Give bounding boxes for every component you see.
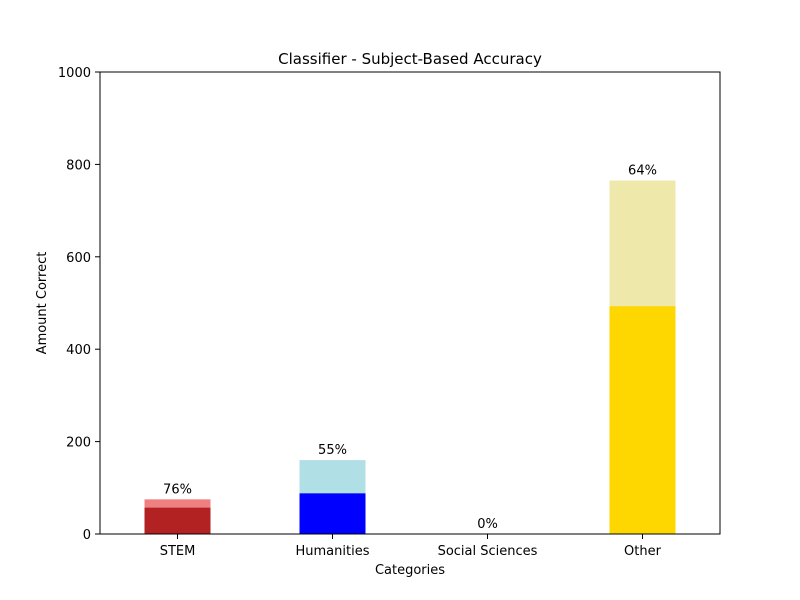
x-axis: STEM Humanities Social Sciences Other [160, 534, 662, 559]
x-tick-label: Social Sciences [438, 544, 538, 559]
data-label: 55% [318, 443, 347, 458]
data-labels-group: 76% 55% 0% 64% [163, 164, 657, 532]
data-label: 64% [628, 164, 657, 179]
y-tick-label: 600 [66, 251, 91, 266]
y-tick-label: 400 [66, 343, 91, 358]
x-tick-label: Other [624, 544, 662, 559]
y-tick-label: 800 [66, 158, 91, 173]
data-label: 76% [163, 482, 192, 497]
bar-correct-stem [144, 507, 211, 534]
data-label: 0% [477, 517, 498, 532]
chart-title: Classifier - Subject-Based Accuracy [278, 50, 542, 68]
bar-correct-humanities [299, 493, 366, 534]
plot-frame [99, 71, 721, 535]
x-tick-label: Humanities [296, 544, 370, 559]
bar-correct-other [609, 306, 676, 534]
y-tick-label: 0 [83, 528, 91, 543]
y-tick-label: 1000 [58, 66, 91, 81]
y-axis: 0 200 400 600 800 1000 [58, 66, 100, 543]
y-tick-label: 200 [66, 436, 91, 451]
x-axis-label: Categories [375, 563, 445, 578]
x-tick-label: STEM [160, 544, 196, 559]
bars-group [144, 180, 676, 534]
y-axis-label: Amount Correct [35, 252, 50, 355]
